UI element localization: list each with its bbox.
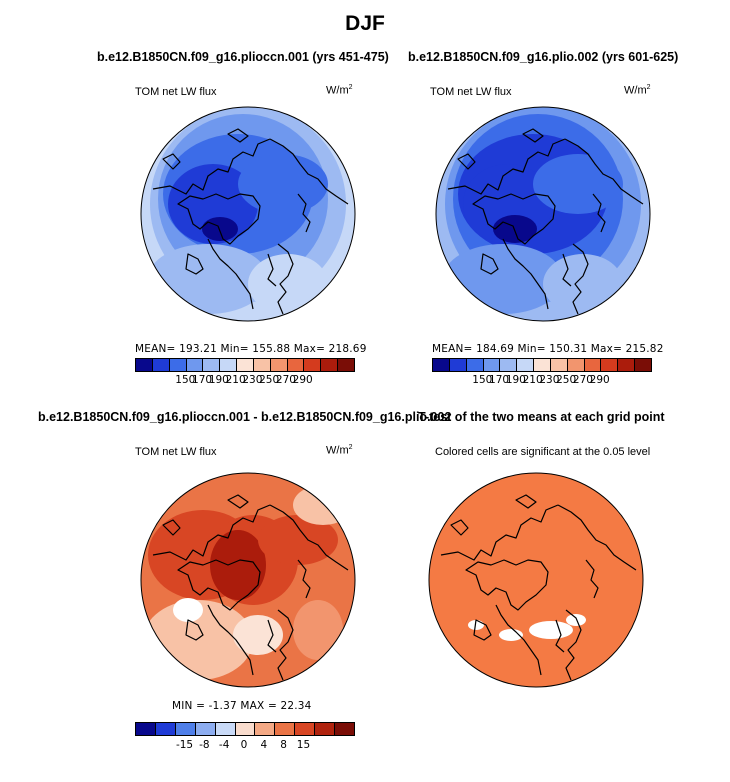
colorbar-diff-swatch	[155, 723, 176, 735]
colorbar-b-swatch	[550, 359, 568, 371]
panel-a-colorbar	[135, 358, 355, 372]
colorbar-a-swatch	[220, 359, 238, 371]
colorbar-b-tick-label: 170	[489, 374, 510, 386]
colorbar-a-swatch	[152, 359, 170, 371]
panel-a-title: b.e12.B1850CN.f09_g16.plioccn.001 (yrs 4…	[97, 50, 389, 64]
colorbar-a-swatch	[237, 359, 254, 371]
colorbar-diff-swatch	[255, 723, 276, 735]
colorbar-diff-tick-label: 15	[296, 739, 311, 751]
colorbar-a-swatch	[270, 359, 288, 371]
panel-diff-variable-label: TOM net LW flux	[135, 446, 217, 458]
panel-b-colorbar-labels: 150 170 190 210 230 250 270 290	[432, 374, 650, 388]
panel-diff-units: W/m2	[326, 444, 353, 457]
colorbar-b-tick-label: 270	[572, 374, 593, 386]
panel-b-stats: MEAN= 184.69 Min= 150.31 Max= 215.82	[432, 343, 664, 355]
panel-ttest-caption: Colored cells are significant at the 0.0…	[435, 446, 651, 458]
colorbar-b-swatch	[534, 359, 551, 371]
colorbar-b-tick-label: 210	[522, 374, 543, 386]
colorbar-a-tick-label: 170	[192, 374, 213, 386]
panel-b-colorbar	[432, 358, 652, 372]
colorbar-b-swatch	[601, 359, 619, 371]
colorbar-diff-swatch	[275, 723, 296, 735]
colorbar-b-swatch	[635, 359, 651, 371]
colorbar-a-swatch	[186, 359, 204, 371]
panel-b-variable-label: TOM net LW flux	[430, 86, 512, 98]
colorbar-a-swatch	[304, 359, 322, 371]
colorbar-diff-swatch	[195, 723, 216, 735]
panel-a-colorbar-labels: 150 170 190 210 230 250 270 290	[135, 374, 353, 388]
panel-ttest-polar-map	[428, 472, 644, 688]
colorbar-a-tick-label: 230	[242, 374, 263, 386]
panel-a-stats: MEAN= 193.21 Min= 155.88 Max= 218.69	[135, 343, 367, 355]
colorbar-b-swatch	[466, 359, 484, 371]
colorbar-b-swatch	[449, 359, 467, 371]
panel-diff-colorbar-labels: -15 -8 -4 0 4 8 15	[135, 739, 353, 753]
colorbar-b-tick-label: 290	[589, 374, 610, 386]
panel-diff-stats: MIN = -1.37 MAX = 22.34	[172, 700, 312, 712]
panel-a-units: W/m2	[326, 84, 353, 97]
colorbar-b-swatch	[517, 359, 535, 371]
colorbar-diff-tick-label: 0	[240, 739, 248, 751]
colorbar-diff-tick-label: -15	[175, 739, 194, 751]
colorbar-b-tick-label: 230	[539, 374, 560, 386]
colorbar-a-tick-label: 270	[275, 374, 296, 386]
colorbar-a-tick-label: 290	[292, 374, 313, 386]
panel-diff-polar-map	[140, 472, 356, 688]
colorbar-diff-swatch	[315, 723, 336, 735]
colorbar-b-tick-label: 150	[472, 374, 493, 386]
panel-diff-colorbar	[135, 722, 355, 736]
figure-title: DJF	[345, 12, 385, 35]
colorbar-diff-tick-label: 8	[280, 739, 287, 751]
panel-b-units: W/m2	[624, 84, 651, 97]
colorbar-diff-swatch	[136, 723, 156, 735]
colorbar-b-swatch	[584, 359, 602, 371]
panel-diff-title: b.e12.B1850CN.f09_g16.plioccn.001 - b.e1…	[38, 410, 452, 424]
colorbar-diff-swatch	[295, 723, 316, 735]
panel-b-polar-map	[435, 106, 651, 322]
colorbar-diff-swatch	[235, 723, 256, 735]
colorbar-b-swatch	[433, 359, 450, 371]
colorbar-a-swatch	[203, 359, 221, 371]
colorbar-a-swatch	[287, 359, 305, 371]
colorbar-diff-swatch	[175, 723, 196, 735]
colorbar-b-swatch	[567, 359, 585, 371]
colorbar-a-tick-label: 190	[208, 374, 229, 386]
colorbar-b-swatch	[483, 359, 501, 371]
colorbar-diff-tick-label: -8	[199, 739, 210, 751]
colorbar-diff-swatch	[215, 723, 236, 735]
colorbar-b-swatch	[618, 359, 636, 371]
colorbar-diff-swatch	[335, 723, 354, 735]
colorbar-a-swatch	[136, 359, 153, 371]
panel-b-title: b.e12.B1850CN.f09_g16.plio.002 (yrs 601-…	[408, 50, 679, 64]
colorbar-a-swatch	[169, 359, 187, 371]
colorbar-b-tick-label: 250	[556, 374, 577, 386]
colorbar-b-tick-label: 190	[505, 374, 526, 386]
colorbar-a-swatch	[321, 359, 339, 371]
panel-a-variable-label: TOM net LW flux	[135, 86, 217, 98]
panel-a-polar-map	[140, 106, 356, 322]
colorbar-diff-tick-label: 4	[260, 739, 268, 751]
colorbar-b-swatch	[500, 359, 518, 371]
colorbar-a-swatch	[338, 359, 354, 371]
colorbar-diff-tick-label: -4	[218, 739, 230, 751]
colorbar-a-swatch	[253, 359, 271, 371]
colorbar-a-tick-label: 150	[175, 374, 196, 386]
colorbar-a-tick-label: 210	[225, 374, 246, 386]
colorbar-a-tick-label: 250	[259, 374, 280, 386]
panel-ttest-title: T-test of the two means at each grid poi…	[418, 410, 665, 424]
